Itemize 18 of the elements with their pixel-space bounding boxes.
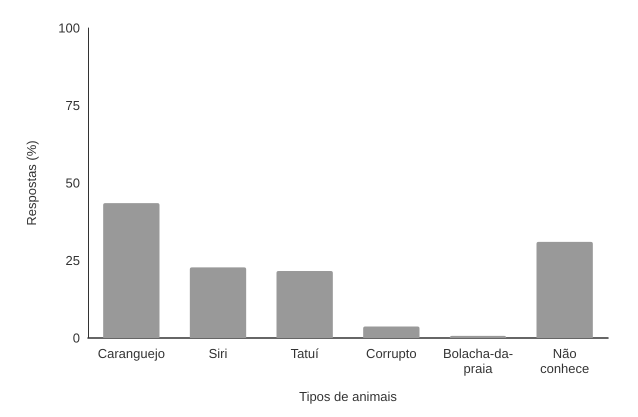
bar [103, 203, 160, 338]
x-axis-title: Tipos de animais [299, 389, 398, 404]
bar [276, 271, 333, 338]
bar [536, 242, 593, 338]
x-tick-label: Não conhece [540, 346, 590, 376]
bar [363, 326, 420, 338]
x-tick-label: Siri [208, 346, 228, 361]
x-tick-label: Bolacha-da- praia [442, 346, 514, 376]
bar [190, 267, 246, 338]
y-tick-label: 100 [58, 20, 80, 36]
x-tick-label: Caranguejo [98, 346, 165, 361]
y-tick-label: 0 [72, 330, 80, 346]
y-tick-label: 75 [66, 98, 80, 113]
y-tick-label: 50 [66, 176, 80, 190]
x-tick-label: Corrupto [366, 346, 417, 361]
x-tick-label: Tatuí [290, 346, 320, 361]
y-tick-label: 25 [66, 253, 80, 268]
y-axis-title: Respostas (%) [24, 140, 39, 226]
